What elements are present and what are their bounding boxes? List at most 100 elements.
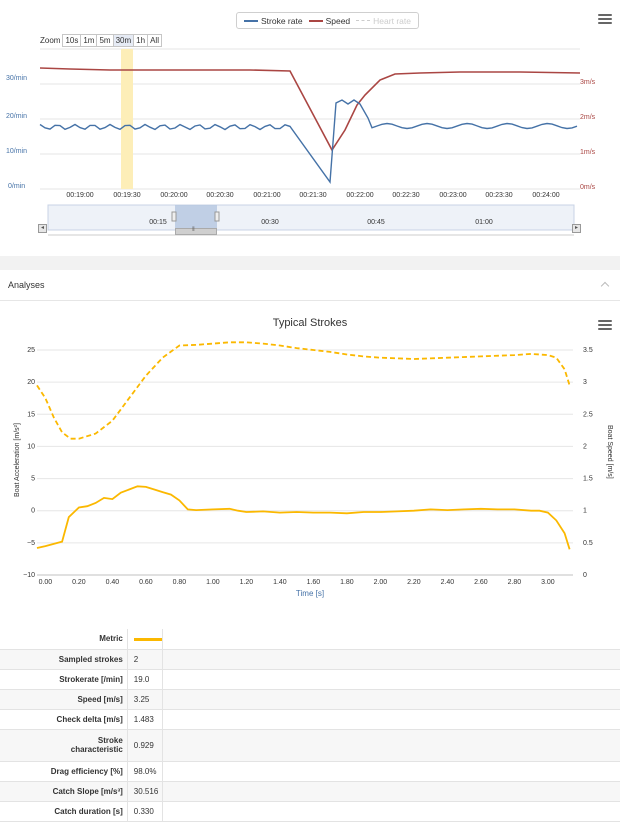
table-header-row: Metric bbox=[0, 629, 620, 650]
x-tick: 1.20 bbox=[240, 579, 254, 586]
x-tick: 0.60 bbox=[139, 579, 153, 586]
navigator-tick: 00:30 bbox=[261, 219, 279, 226]
zoom-all-button[interactable]: All bbox=[147, 34, 162, 47]
heart-rate-swatch-icon bbox=[356, 20, 371, 21]
y-right-tick: 0 bbox=[583, 572, 587, 579]
zoom-label: Zoom bbox=[40, 36, 61, 45]
legend-label: Speed bbox=[325, 15, 351, 26]
chevron-up-icon[interactable] bbox=[600, 281, 610, 291]
metric-swatch-cell bbox=[127, 629, 163, 650]
y-left-axis-title: Boat Acceleration [m/s²] bbox=[14, 423, 21, 497]
y-right-tick: 1.5 bbox=[583, 476, 593, 483]
strokes-chart-menu-icon[interactable] bbox=[598, 320, 612, 330]
strokes-chart-plot[interactable]: 25 20 15 10 5 0 −5 −10 3.5 3 2.5 2 1.5 1 0.5 0 0.00 0.20 0… bbox=[0, 335, 620, 600]
scroll-grip-icon: ⦀ bbox=[192, 227, 195, 233]
scrollbar-thumb[interactable]: ⦀ bbox=[175, 227, 217, 235]
table-spacer bbox=[162, 669, 620, 690]
x-tick: 00:21:30 bbox=[299, 192, 327, 199]
legend-label: Heart rate bbox=[373, 15, 411, 26]
row-value: 0.330 bbox=[127, 801, 163, 822]
legend-heart-rate[interactable]: Heart rate bbox=[356, 16, 411, 26]
x-tick: 2.00 bbox=[374, 579, 388, 586]
y-left-tick: 0/min bbox=[8, 183, 26, 190]
x-tick: 00:23:30 bbox=[485, 192, 513, 199]
y-left-tick: 5 bbox=[31, 476, 35, 483]
y-left-tick: 10/min bbox=[6, 148, 28, 155]
x-tick: 2.80 bbox=[508, 579, 522, 586]
zoom-30m-button[interactable]: 30m bbox=[112, 34, 135, 47]
y-left-tick: 10 bbox=[27, 443, 35, 450]
navigator-handle-left bbox=[171, 211, 177, 222]
x-tick: 00:21:00 bbox=[253, 192, 281, 199]
analyses-title: Analyses bbox=[8, 280, 45, 290]
x-tick: 1.60 bbox=[307, 579, 321, 586]
x-tick: 1.00 bbox=[206, 579, 220, 586]
x-tick: 00:20:00 bbox=[160, 192, 188, 199]
stroke-rate-series-line bbox=[39, 99, 578, 184]
navigator-tick: 01:00 bbox=[475, 219, 493, 226]
row-label: Strokerate [/min] bbox=[0, 669, 128, 690]
y-right-tick: 3m/s bbox=[580, 79, 596, 86]
scroll-left-button[interactable]: ◂ bbox=[38, 224, 47, 233]
x-tick: 0.20 bbox=[72, 579, 86, 586]
table-row: Catch Slope [m/s³] 30.516 bbox=[0, 781, 620, 802]
y-left-tick: 15 bbox=[27, 411, 35, 418]
x-axis-title: Time [s] bbox=[295, 589, 325, 598]
chart-menu-icon[interactable] bbox=[598, 14, 612, 24]
x-tick: 2.20 bbox=[407, 579, 421, 586]
x-tick: 0.40 bbox=[106, 579, 120, 586]
y-left-tick: 0 bbox=[31, 508, 35, 515]
table-row: Check delta [m/s] 1.483 bbox=[0, 709, 620, 730]
x-tick: 00:19:00 bbox=[66, 192, 94, 199]
legend-speed[interactable]: Speed bbox=[308, 15, 351, 26]
y-left-tick: 30/min bbox=[6, 75, 28, 82]
x-tick: 00:22:30 bbox=[392, 192, 420, 199]
zoom-10s-button[interactable]: 10s bbox=[62, 34, 82, 47]
navigator-area bbox=[47, 204, 575, 231]
row-label: Speed [m/s] bbox=[0, 689, 128, 710]
row-label: Sampled strokes bbox=[0, 649, 128, 670]
y-left-tick: 20 bbox=[27, 379, 35, 386]
table-spacer bbox=[162, 729, 620, 762]
scroll-right-button[interactable]: ▸ bbox=[572, 224, 581, 233]
y-left-tick: 20/min bbox=[6, 113, 28, 120]
table-spacer bbox=[162, 781, 620, 802]
row-value: 1.483 bbox=[127, 709, 163, 730]
zoom-5m-button[interactable]: 5m bbox=[96, 34, 114, 47]
zoom-1h-button[interactable]: 1h bbox=[133, 34, 149, 47]
table-row: Catch duration [s] 0.330 bbox=[0, 801, 620, 822]
x-tick: 0.00 bbox=[39, 579, 53, 586]
y-right-tick: 3.5 bbox=[583, 347, 593, 354]
row-value: 30.516 bbox=[127, 781, 163, 802]
strokes-chart-title: Typical Strokes bbox=[272, 317, 348, 329]
legend-stroke-rate[interactable]: Stroke rate bbox=[244, 16, 303, 26]
row-label: Catch duration [s] bbox=[0, 801, 128, 822]
y-right-tick: 0.5 bbox=[583, 540, 593, 547]
y-left-tick: 25 bbox=[27, 347, 35, 354]
zoom-1m-button[interactable]: 1m bbox=[80, 34, 98, 47]
row-value: 98.0% bbox=[127, 761, 163, 782]
row-label: Stroke characteristic bbox=[0, 729, 128, 762]
metric-header: Metric bbox=[0, 629, 128, 650]
speed-swatch-icon bbox=[308, 19, 323, 22]
analyses-header[interactable]: Analyses bbox=[0, 271, 620, 301]
x-tick: 2.60 bbox=[474, 579, 488, 586]
y-right-tick: 3 bbox=[583, 379, 587, 386]
navigator-window bbox=[175, 205, 217, 230]
session-chart[interactable]: Stroke rate Speed Heart rate Zoom 10s 1m… bbox=[0, 0, 620, 250]
acceleration-series-line bbox=[36, 485, 571, 550]
navigator-tick: 00:15 bbox=[149, 219, 167, 226]
row-label: Drag efficiency [%] bbox=[0, 761, 128, 782]
navigator-handle-right bbox=[214, 211, 220, 222]
y-right-tick: 2m/s bbox=[580, 114, 596, 121]
y-right-tick: 1m/s bbox=[580, 149, 596, 156]
navigator-tick: 00:45 bbox=[367, 219, 385, 226]
x-tick: 1.40 bbox=[273, 579, 287, 586]
y-right-axis-title: Boat Speed [m/s] bbox=[606, 425, 613, 479]
table-row: Stroke characteristic 0.929 bbox=[0, 729, 620, 762]
table-row: Drag efficiency [%] 98.0% bbox=[0, 761, 620, 782]
row-value: 0.929 bbox=[127, 729, 163, 762]
row-value: 3.25 bbox=[127, 689, 163, 710]
y-right-tick: 1 bbox=[583, 508, 587, 515]
session-chart-plot[interactable] bbox=[0, 0, 620, 250]
